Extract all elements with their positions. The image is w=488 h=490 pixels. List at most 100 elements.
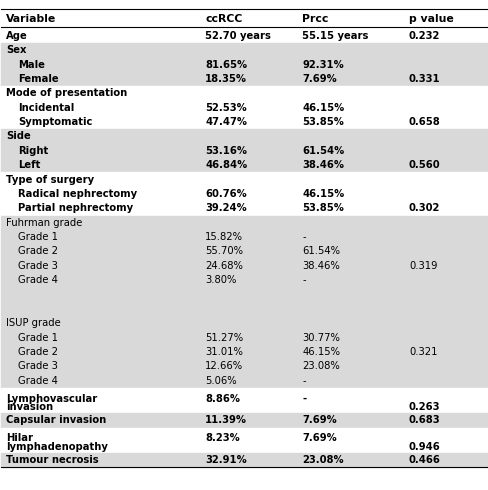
Text: 0.319: 0.319 (409, 261, 437, 271)
Text: -: - (302, 275, 306, 285)
Text: 3.80%: 3.80% (205, 275, 237, 285)
Bar (1, 259, 487, 273)
Bar (1, 413, 487, 428)
Text: -: - (302, 376, 306, 386)
Text: Hilar: Hilar (6, 433, 33, 443)
Text: 0.466: 0.466 (409, 455, 441, 465)
Text: 51.27%: 51.27% (205, 333, 244, 343)
Text: Lymphovascular: Lymphovascular (6, 393, 98, 404)
Text: p value: p value (409, 14, 454, 24)
Text: Incidental: Incidental (19, 103, 75, 113)
Text: 0.946: 0.946 (409, 442, 441, 452)
Text: Grade 1: Grade 1 (19, 333, 59, 343)
Text: Fuhrman grade: Fuhrman grade (6, 218, 82, 228)
Text: 61.54%: 61.54% (302, 246, 340, 256)
Text: Age: Age (6, 31, 28, 41)
Text: 0.658: 0.658 (409, 117, 441, 127)
Text: Female: Female (19, 74, 59, 84)
Text: 7.69%: 7.69% (302, 416, 337, 425)
Text: Symptomatic: Symptomatic (19, 117, 93, 127)
Text: 46.15%: 46.15% (302, 347, 340, 357)
Bar (1, 345, 487, 359)
Bar (1, 187, 487, 201)
Text: 12.66%: 12.66% (205, 362, 244, 371)
Text: 0.683: 0.683 (409, 416, 441, 425)
Text: 5.06%: 5.06% (205, 376, 237, 386)
Text: 8.86%: 8.86% (205, 393, 240, 404)
Text: -: - (302, 393, 306, 404)
Bar (1, 302, 487, 316)
Bar (1, 216, 487, 230)
Text: 7.69%: 7.69% (302, 74, 337, 84)
Text: Tumour necrosis: Tumour necrosis (6, 455, 99, 465)
Text: Grade 2: Grade 2 (19, 246, 59, 256)
Text: ISUP grade: ISUP grade (6, 318, 61, 328)
Bar (1, 359, 487, 374)
Text: 52.53%: 52.53% (205, 103, 247, 113)
Text: 15.82%: 15.82% (205, 232, 243, 242)
Text: Partial nephrectomy: Partial nephrectomy (19, 203, 134, 213)
Text: 60.76%: 60.76% (205, 189, 247, 199)
Text: 92.31%: 92.31% (302, 60, 344, 70)
Text: 46.84%: 46.84% (205, 160, 247, 170)
Text: Grade 3: Grade 3 (19, 362, 58, 371)
Bar (1, 288, 487, 302)
Text: 31.01%: 31.01% (205, 347, 243, 357)
Text: 7.69%: 7.69% (302, 433, 337, 443)
Bar (1, 273, 487, 288)
Text: Male: Male (19, 60, 45, 70)
Text: invasion: invasion (6, 402, 53, 412)
Text: Left: Left (19, 160, 41, 170)
Bar (1, 428, 487, 453)
Text: Capsular invasion: Capsular invasion (6, 416, 106, 425)
Text: Grade 1: Grade 1 (19, 232, 59, 242)
Text: Mode of presentation: Mode of presentation (6, 88, 127, 98)
Text: 53.85%: 53.85% (302, 117, 344, 127)
Text: Right: Right (19, 146, 49, 156)
Text: 61.54%: 61.54% (302, 146, 345, 156)
Text: 52.70 years: 52.70 years (205, 31, 271, 41)
Text: 0.263: 0.263 (409, 402, 441, 412)
Bar (1, 245, 487, 259)
Bar (1, 86, 487, 100)
Text: 23.08%: 23.08% (302, 362, 340, 371)
Text: Grade 3: Grade 3 (19, 261, 58, 271)
Bar (1, 388, 487, 413)
Text: 39.24%: 39.24% (205, 203, 247, 213)
Text: 0.331: 0.331 (409, 74, 441, 84)
Bar (1, 100, 487, 115)
Text: 46.15%: 46.15% (302, 103, 345, 113)
Bar (1, 57, 487, 72)
Text: Side: Side (6, 131, 31, 142)
Text: Variable: Variable (6, 14, 57, 24)
Text: Radical nephrectomy: Radical nephrectomy (19, 189, 138, 199)
Text: Grade 4: Grade 4 (19, 275, 58, 285)
Bar (1, 453, 487, 467)
Text: 55.70%: 55.70% (205, 246, 243, 256)
Text: 46.15%: 46.15% (302, 189, 345, 199)
Text: 53.16%: 53.16% (205, 146, 247, 156)
Text: 23.08%: 23.08% (302, 455, 344, 465)
Text: 18.35%: 18.35% (205, 74, 247, 84)
Bar (1, 129, 487, 144)
Text: 53.85%: 53.85% (302, 203, 344, 213)
Text: 81.65%: 81.65% (205, 60, 247, 70)
Text: Sex: Sex (6, 45, 27, 55)
Text: 24.68%: 24.68% (205, 261, 243, 271)
Bar (1, 115, 487, 129)
Text: 0.560: 0.560 (409, 160, 441, 170)
Text: 0.321: 0.321 (409, 347, 437, 357)
Text: 11.39%: 11.39% (205, 416, 247, 425)
Text: 55.15 years: 55.15 years (302, 31, 368, 41)
Text: 32.91%: 32.91% (205, 455, 247, 465)
Bar (1, 316, 487, 331)
Text: 0.232: 0.232 (409, 31, 440, 41)
Bar (1, 374, 487, 388)
Bar (1, 331, 487, 345)
Text: 0.302: 0.302 (409, 203, 440, 213)
Text: Type of surgery: Type of surgery (6, 174, 94, 185)
Bar (1, 201, 487, 216)
Text: Grade 2: Grade 2 (19, 347, 59, 357)
Bar (1, 172, 487, 187)
Text: ccRCC: ccRCC (205, 14, 243, 24)
